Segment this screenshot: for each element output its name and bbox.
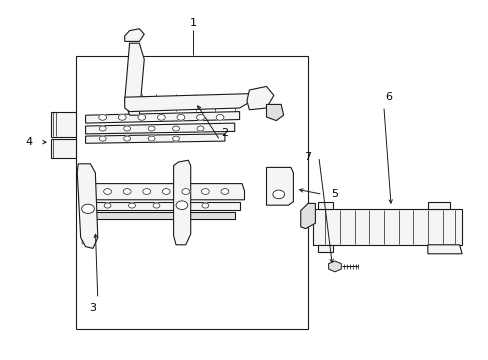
Text: 7: 7 bbox=[304, 152, 311, 162]
Polygon shape bbox=[427, 202, 449, 209]
Circle shape bbox=[104, 203, 111, 208]
Polygon shape bbox=[90, 212, 234, 219]
Circle shape bbox=[128, 203, 135, 208]
Circle shape bbox=[216, 114, 224, 120]
Polygon shape bbox=[173, 160, 190, 245]
Circle shape bbox=[176, 201, 187, 210]
Circle shape bbox=[197, 126, 203, 131]
Circle shape bbox=[118, 114, 126, 120]
Text: 2: 2 bbox=[221, 128, 228, 138]
Circle shape bbox=[148, 126, 155, 131]
Polygon shape bbox=[51, 112, 76, 137]
Polygon shape bbox=[312, 209, 461, 245]
Circle shape bbox=[202, 203, 208, 208]
Circle shape bbox=[162, 189, 170, 194]
Text: 1: 1 bbox=[189, 18, 196, 28]
Circle shape bbox=[138, 114, 145, 120]
Text: 6: 6 bbox=[385, 92, 391, 102]
Polygon shape bbox=[85, 134, 224, 143]
Circle shape bbox=[182, 189, 189, 194]
Circle shape bbox=[123, 126, 130, 131]
Circle shape bbox=[99, 136, 106, 141]
Circle shape bbox=[157, 114, 165, 120]
Polygon shape bbox=[90, 184, 244, 200]
Circle shape bbox=[103, 189, 111, 194]
Polygon shape bbox=[266, 167, 293, 205]
Circle shape bbox=[99, 114, 106, 120]
Polygon shape bbox=[124, 43, 144, 115]
Circle shape bbox=[148, 136, 155, 141]
Circle shape bbox=[272, 190, 284, 199]
Text: 5: 5 bbox=[331, 189, 338, 199]
Polygon shape bbox=[246, 86, 273, 110]
Circle shape bbox=[196, 114, 204, 120]
Circle shape bbox=[81, 204, 94, 213]
Polygon shape bbox=[77, 164, 98, 248]
Polygon shape bbox=[124, 29, 144, 41]
Text: 4: 4 bbox=[26, 137, 33, 147]
Circle shape bbox=[177, 114, 184, 120]
Polygon shape bbox=[90, 202, 239, 210]
Polygon shape bbox=[85, 112, 239, 123]
Circle shape bbox=[177, 203, 184, 208]
Polygon shape bbox=[317, 245, 332, 252]
Circle shape bbox=[172, 126, 179, 131]
Bar bbox=[76, 56, 307, 329]
Polygon shape bbox=[300, 203, 315, 229]
Circle shape bbox=[221, 189, 228, 194]
Text: 3: 3 bbox=[89, 303, 96, 313]
Circle shape bbox=[201, 189, 209, 194]
Circle shape bbox=[172, 136, 179, 141]
Circle shape bbox=[123, 189, 131, 194]
Polygon shape bbox=[85, 123, 234, 134]
Circle shape bbox=[123, 136, 130, 141]
Polygon shape bbox=[427, 245, 461, 254]
Circle shape bbox=[142, 189, 150, 194]
Polygon shape bbox=[51, 139, 76, 158]
Polygon shape bbox=[317, 202, 332, 209]
Polygon shape bbox=[266, 104, 283, 121]
Polygon shape bbox=[124, 94, 251, 112]
Circle shape bbox=[153, 203, 160, 208]
Circle shape bbox=[99, 126, 106, 131]
Polygon shape bbox=[328, 261, 341, 272]
